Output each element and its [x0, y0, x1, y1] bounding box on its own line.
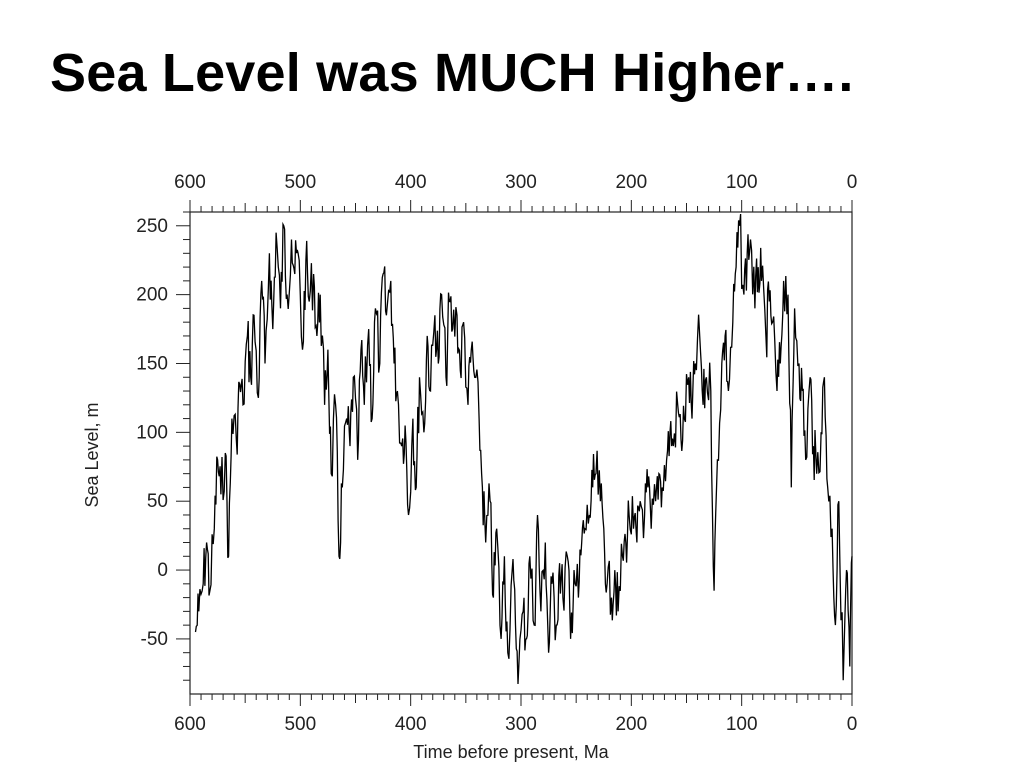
series-layer [194, 213, 853, 685]
bottom-x-tick-label: 200 [615, 714, 647, 735]
y-tick-label: 0 [157, 560, 168, 581]
left-axis: 250 200 150 100 50 0 -50 [136, 211, 190, 681]
y-tick-label: 200 [136, 285, 168, 306]
slide-title: Sea Level was MUCH Higher…. [50, 43, 854, 103]
top-x-tick-label: 100 [726, 172, 758, 193]
bottom-x-tick-label: 400 [395, 714, 427, 735]
x-axis-label: Time before present, Ma [413, 742, 609, 762]
bottom-x-tick-label: 300 [505, 714, 537, 735]
bottom-axis: 600 500 400 300 200 100 0 [174, 694, 857, 735]
y-tick-label: 250 [136, 216, 168, 237]
bottom-x-tick-label: 600 [174, 714, 206, 735]
y-tick-label: 50 [147, 491, 168, 512]
top-x-tick-label: 500 [284, 172, 316, 193]
y-tick-label: 100 [136, 422, 168, 443]
top-x-tick-label: 400 [395, 172, 427, 193]
top-x-tick-label: 200 [615, 172, 647, 193]
y-axis-label: Sea Level, m [82, 402, 102, 507]
bottom-x-tick-label: 500 [284, 714, 316, 735]
top-x-tick-label: 0 [847, 172, 858, 193]
bottom-x-tick-label: 100 [726, 714, 758, 735]
bottom-x-tick-label: 0 [847, 714, 858, 735]
top-x-tick-label: 600 [174, 172, 206, 193]
y-tick-label: 150 [136, 353, 168, 374]
sea-level-series-line [194, 213, 853, 685]
y-tick-label: -50 [141, 629, 168, 650]
top-axis: 600 500 400 300 200 100 0 [174, 172, 857, 212]
top-x-tick-label: 300 [505, 172, 537, 193]
